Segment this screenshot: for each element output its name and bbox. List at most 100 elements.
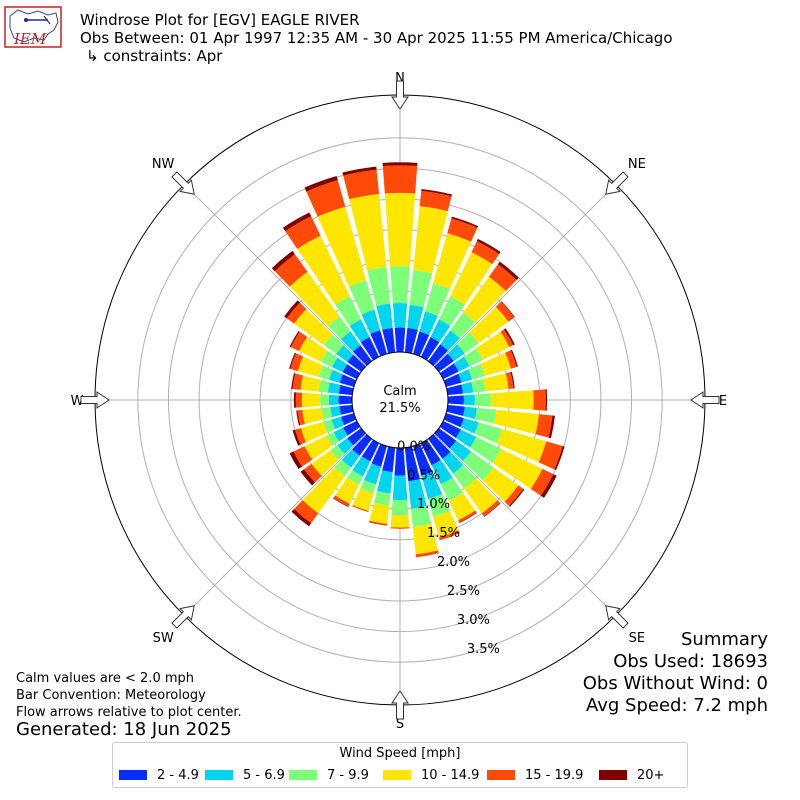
wedge-dir-260-bin-0 [339, 404, 354, 415]
wedge-dir-70-bin-1 [458, 369, 473, 383]
compass-label-se: SE [629, 631, 645, 646]
wedge-dir-240-bin-4 [293, 446, 313, 467]
wedge-dir-130-bin-0 [434, 428, 457, 449]
wedge-dir-270-bin-1 [328, 394, 339, 406]
wedge-dir-110-bin-4 [538, 441, 563, 470]
wedge-dir-250-bin-1 [331, 416, 344, 430]
wedge-dir-130-bin-5 [508, 488, 525, 507]
radial-label-2: 1.0% [417, 497, 450, 512]
wedge-dir-240-bin-5 [289, 451, 303, 469]
wedge-dir-320-bin-2 [328, 316, 351, 340]
wedge-dir-160-bin-2 [428, 494, 450, 517]
wedge-dir-300-bin-5 [289, 331, 300, 348]
wedge-dir-200-bin-4 [352, 505, 369, 513]
wedge-dir-280-bin-4 [292, 373, 304, 390]
wedge-dir-320-bin-1 [340, 331, 361, 352]
wedge-dir-230-bin-0 [347, 428, 366, 446]
wedge-dir-80-bin-5 [510, 371, 515, 389]
wedge-dir-40-bin-4 [488, 264, 517, 292]
wedge-dir-290-bin-0 [339, 374, 357, 387]
wedge-dir-180-bin-3 [390, 514, 410, 528]
wedge-dir-290-bin-3 [297, 356, 323, 377]
legend-swatch-0 [119, 770, 147, 780]
radial-label-3: 1.5% [427, 526, 460, 541]
wedge-dir-150-bin-2 [440, 477, 464, 502]
flow-arrow-ne [605, 171, 629, 195]
wedge-dir-170-bin-1 [408, 479, 427, 509]
wedge-dir-340-bin-4 [306, 180, 346, 217]
wedge-dir-350-bin-1 [376, 303, 393, 330]
wedge-dir-340-bin-3 [317, 206, 367, 287]
wedge-dir-80-bin-0 [446, 384, 463, 396]
wedge-dir-170-bin-0 [404, 446, 421, 482]
compass-label-e: E [719, 394, 727, 409]
wedge-dir-60-bin-0 [439, 363, 459, 380]
calm-label: Calm [383, 384, 416, 399]
wedge-dir-120-bin-2 [470, 436, 502, 464]
wedge-dir-280-bin-3 [300, 375, 321, 392]
bar-convention-note: Bar Convention: Meteorology [16, 688, 206, 703]
wedge-dir-180-bin-4 [390, 527, 410, 529]
wedge-dir-10-bin-3 [413, 206, 448, 274]
legend-label-4: 15 - 19.9 [525, 767, 584, 783]
wedge-dir-110-bin-1 [460, 418, 479, 434]
grid-spoke-3 [433, 433, 617, 617]
wedge-dir-150-bin-1 [431, 459, 453, 485]
wedge-dir-220-bin-4 [294, 500, 319, 524]
wedge-dir-290-bin-1 [329, 369, 343, 383]
iem-logo: IEM [4, 6, 62, 48]
wedge-dir-180-bin-1 [392, 475, 408, 501]
wedge-dir-190-bin-3 [369, 502, 390, 524]
compass-label-ne: NE [628, 157, 646, 172]
wedge-dir-290-bin-4 [290, 353, 304, 372]
wedge-dir-90-bin-4 [533, 389, 546, 411]
wedge-dir-270-bin-2 [320, 394, 329, 406]
wedge-dir-20-bin-5 [451, 216, 479, 228]
wedge-dir-270-bin-0 [338, 395, 353, 405]
wedge-dir-200-bin-1 [364, 463, 382, 485]
wedge-dir-30-bin-1 [430, 319, 451, 343]
wedge-dir-260-bin-1 [330, 406, 342, 418]
wedge-dir-120-bin-0 [439, 420, 461, 438]
legend-item-4: 15 - 19.9 [487, 767, 583, 783]
wedge-dir-110-bin-5 [554, 446, 565, 471]
legend-label-0: 2 - 4.9 [157, 767, 199, 783]
legend-label-5: 20+ [637, 767, 665, 783]
wedge-dir-60-bin-3 [476, 331, 510, 360]
wedge-dir-150-bin-4 [458, 510, 477, 523]
legend-item-3: 10 - 14.9 [383, 767, 479, 783]
radial-label-1: 0.5% [407, 468, 440, 483]
wedge-dir-320-bin-3 [289, 271, 340, 327]
flow-note: Flow arrows relative to plot center. [16, 705, 242, 720]
wedge-dir-80-bin-3 [483, 373, 509, 392]
wedge-dir-140-bin-2 [453, 465, 477, 489]
chart-title: Windrose Plot for [EGV] EAGLE RIVER [80, 11, 360, 29]
wedge-dir-90-bin-0 [447, 395, 464, 405]
wedge-dir-70-bin-4 [505, 350, 517, 369]
wedge-dir-340-bin-5 [304, 176, 338, 192]
compass-label-s: S [396, 717, 404, 732]
wedge-dir-120-bin-5 [540, 474, 557, 498]
wedge-dir-0-bin-5 [382, 162, 418, 166]
wedge-dir-20-bin-0 [413, 331, 430, 357]
radial-label-4: 2.0% [437, 555, 470, 570]
wedge-dir-40-bin-0 [428, 344, 448, 366]
wedge-dir-270-bin-5 [293, 392, 296, 408]
flow-arrow-s [391, 690, 409, 720]
wedge-dir-50-bin-5 [501, 301, 515, 318]
wedge-dir-180-bin-2 [391, 499, 409, 516]
logo-text: IEM [13, 30, 47, 48]
wedge-dir-300-bin-1 [331, 357, 348, 373]
wedge-dir-100-bin-5 [548, 415, 555, 439]
wedge-dir-0-bin-4 [382, 165, 418, 194]
wedge-dir-210-bin-4 [333, 495, 350, 507]
wedge-dir-100-bin-0 [446, 404, 465, 416]
wedge-dir-160-bin-4 [438, 530, 460, 541]
wedge-dir-60-bin-1 [453, 356, 470, 372]
wedge-dir-310-bin-4 [286, 302, 307, 324]
wedge-dir-210-bin-2 [347, 470, 364, 485]
wedge-dir-140-bin-4 [481, 500, 501, 517]
wedge-dir-0-bin-2 [390, 266, 410, 304]
wedge-dir-210-bin-1 [352, 456, 371, 477]
